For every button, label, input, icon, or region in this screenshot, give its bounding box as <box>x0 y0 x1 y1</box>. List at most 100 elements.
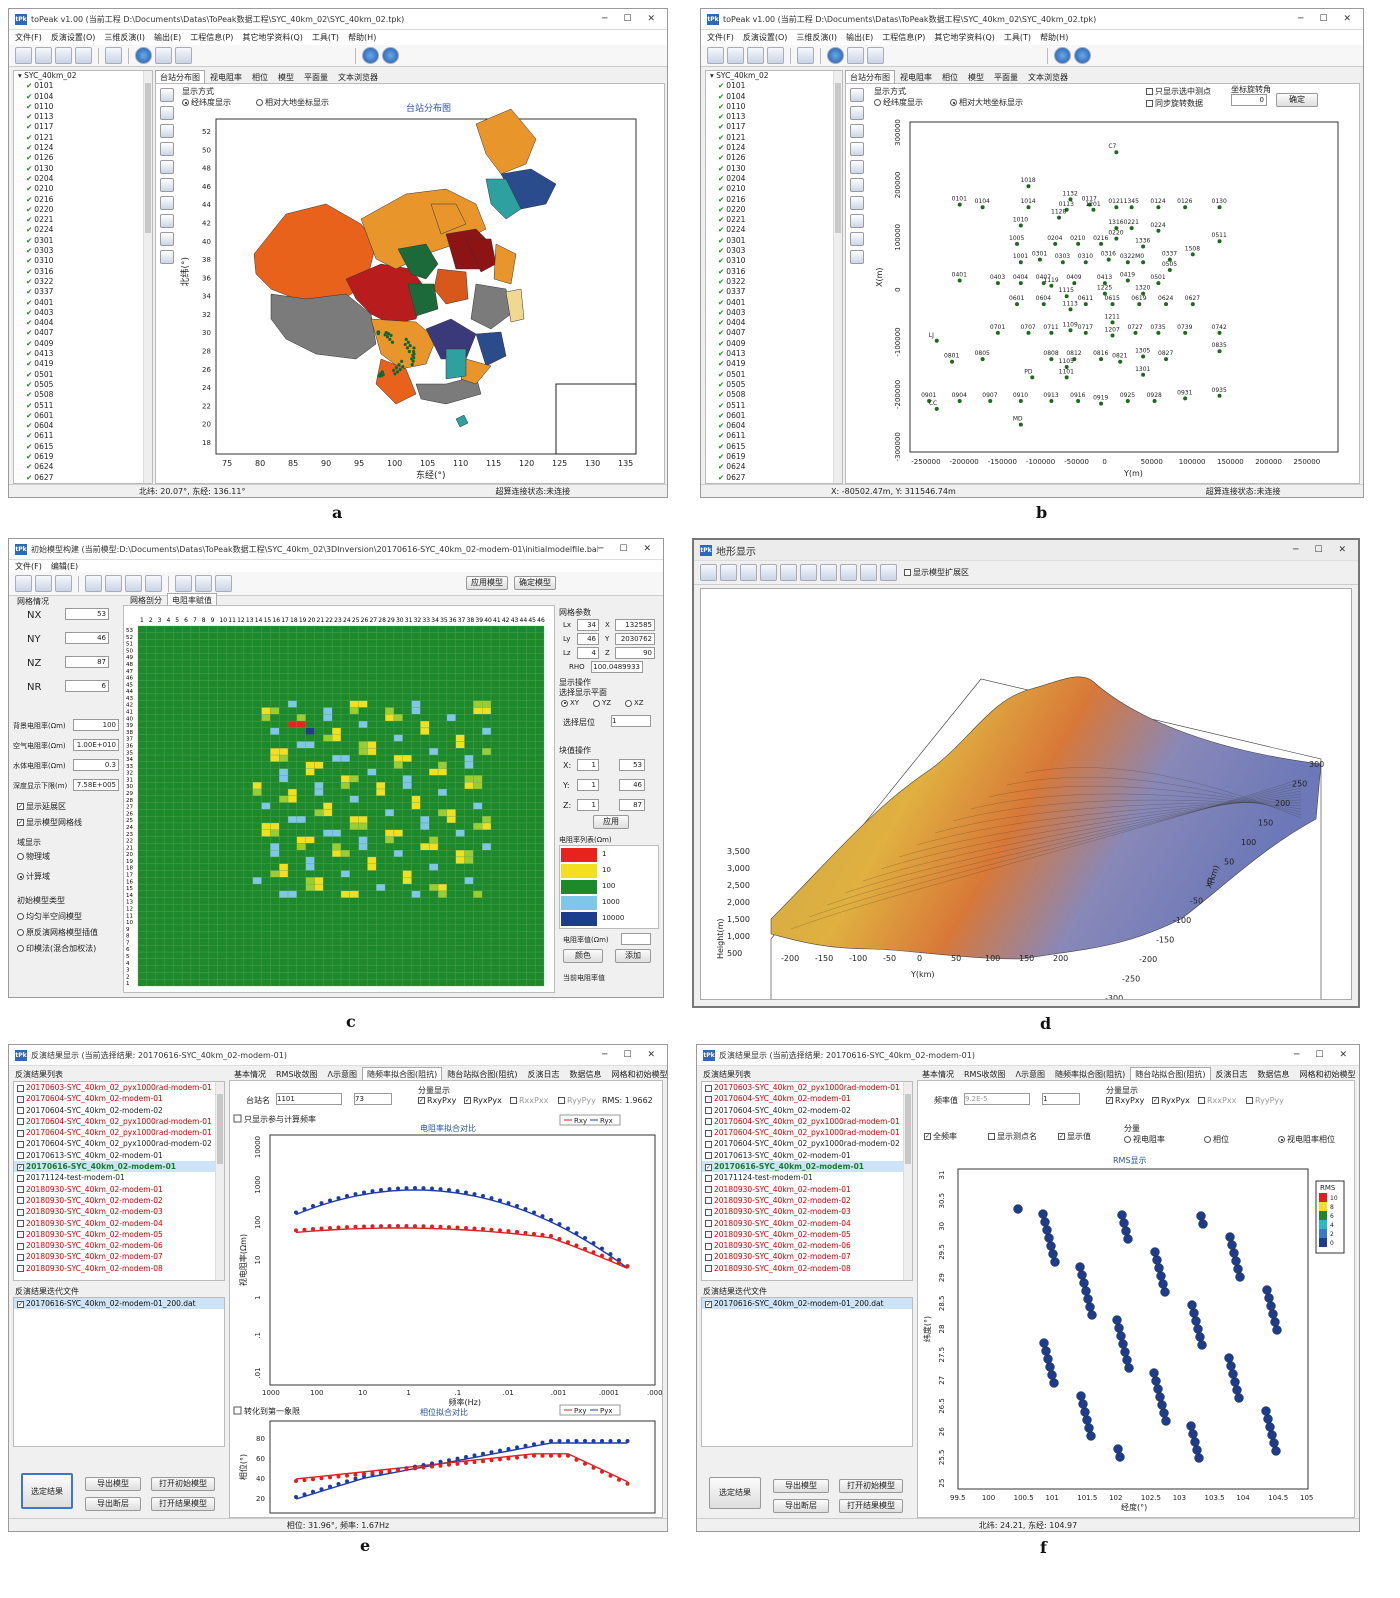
tab[interactable]: RMS收敛图 <box>276 1070 318 1079</box>
rho-value-input[interactable] <box>621 933 651 945</box>
expand-icon[interactable] <box>105 575 122 592</box>
rotation-input[interactable]: 0 <box>1231 94 1267 106</box>
tree-root[interactable]: ▾ SYC_40km_02 <box>18 71 77 80</box>
result-item[interactable]: 20180930-SYC_40km_02-modem-05 <box>702 1229 912 1240</box>
tree-item-station[interactable]: ✔ 0404 <box>14 318 152 328</box>
maximize-icon[interactable]: ☐ <box>1319 14 1328 24</box>
tree-item-station[interactable]: ✔ 0224 <box>14 225 152 235</box>
tab[interactable]: 基本情况 <box>922 1070 954 1079</box>
checkbox[interactable] <box>17 1152 24 1160</box>
folder-icon[interactable] <box>767 47 784 64</box>
open-result-model-button[interactable]: 打开结果模型 <box>839 1499 903 1513</box>
tab[interactable]: 视电阻率 <box>900 73 932 82</box>
pointer-icon[interactable] <box>700 564 717 581</box>
settings-icon[interactable] <box>850 196 864 210</box>
result-item[interactable]: ✓ 20170616-SYC_40km_02-modem-01 <box>14 1161 224 1173</box>
menu-item[interactable]: 文件(F) <box>15 561 42 571</box>
menu-item[interactable]: 编辑(E) <box>50 561 79 571</box>
tree-item-station[interactable]: ✔ 0124 <box>706 143 842 153</box>
relative-coord-radio[interactable]: 相对大地坐标显示 <box>950 97 1023 108</box>
param-input[interactable]: 0.3 <box>73 759 119 771</box>
arrow-up-icon[interactable] <box>1074 47 1091 64</box>
tab[interactable]: 台站分布图 <box>155 70 205 83</box>
tree-item-station[interactable]: ✔ 0627 <box>14 473 152 483</box>
tree-item-station[interactable]: ✔ 0117 <box>14 122 152 132</box>
tree-item-station[interactable]: ✔ 0619 <box>14 452 152 462</box>
close-icon[interactable]: ✕ <box>643 544 651 554</box>
menu-item[interactable]: 其它地学资料(Q) <box>242 33 303 42</box>
maximize-icon[interactable]: ☐ <box>1314 545 1323 555</box>
tree-item-station[interactable]: ✔ 0508 <box>14 390 152 400</box>
checkbox[interactable] <box>705 1197 712 1205</box>
color-button[interactable]: 颜色 <box>563 949 603 963</box>
tree-item-station[interactable]: ✔ 0204 <box>14 174 152 184</box>
tab[interactable]: 相位 <box>942 73 958 82</box>
grid-dim-input[interactable]: 53 <box>65 608 109 620</box>
tree-item-station[interactable]: ✔ 0101 <box>706 81 842 91</box>
tree-item-station[interactable]: ✔ 0407 <box>706 328 842 338</box>
checkbox[interactable] <box>17 1231 24 1239</box>
result-item[interactable]: 20171124-test-modem-01 <box>702 1172 912 1183</box>
open-icon[interactable] <box>35 47 52 64</box>
layer-input[interactable]: 1 <box>611 715 651 727</box>
param-input[interactable]: 100 <box>73 719 119 731</box>
zoom-box-icon[interactable] <box>780 564 797 581</box>
tree-item-station[interactable]: ✔ 0401 <box>14 298 152 308</box>
run-icon[interactable] <box>827 47 844 64</box>
zoom-in-icon[interactable] <box>175 575 192 592</box>
menu-item[interactable]: 三维反演(I) <box>796 33 837 42</box>
minimize-icon[interactable]: ─ <box>1293 1050 1300 1060</box>
tree-item-station[interactable]: ✔ 0221 <box>706 215 842 225</box>
tree-item-station[interactable]: ✔ 0419 <box>14 359 152 369</box>
zoom-icon[interactable] <box>160 142 174 156</box>
open-icon[interactable] <box>727 47 744 64</box>
copy-icon[interactable] <box>860 564 877 581</box>
tree-item-station[interactable]: ✔ 0337 <box>14 287 152 297</box>
folder-icon[interactable] <box>75 47 92 64</box>
export-model-button[interactable]: 导出模型 <box>85 1477 141 1491</box>
result-item[interactable]: 20180930-SYC_40km_02-modem-03 <box>14 1206 224 1217</box>
tree-item-station[interactable]: ✔ 0303 <box>706 246 842 256</box>
zoom-box-icon[interactable] <box>160 160 174 174</box>
pointer-icon[interactable] <box>160 88 174 102</box>
tree-item-station[interactable]: ✔ 0501 <box>14 370 152 380</box>
iter-file-item[interactable]: ✓ 20170616-SYC_40km_02-modem-01_200.dat <box>702 1298 912 1310</box>
tab[interactable]: 随频率拟合图(阻抗) <box>1055 1070 1126 1079</box>
tree-item-station[interactable]: ✔ 0301 <box>706 236 842 246</box>
result-item[interactable]: ✓ 20170616-SYC_40km_02-modem-01 <box>702 1161 912 1173</box>
result-item[interactable]: 20180930-SYC_40km_02-modem-07 <box>702 1251 912 1262</box>
result-item[interactable]: 20180930-SYC_40km_02-modem-01 <box>702 1184 912 1195</box>
tree-item-station[interactable]: ✔ 0130 <box>706 164 842 174</box>
physical-domain-radio[interactable]: 物理域 <box>17 851 50 862</box>
tree-item-station[interactable]: ✔ 0126 <box>14 153 152 163</box>
tab[interactable]: Λ示意图 <box>327 1070 358 1079</box>
tab[interactable]: 随频率拟合图(阻抗) <box>362 1067 443 1080</box>
coord-input[interactable]: 132585 <box>615 619 655 631</box>
tab[interactable]: 平面量 <box>304 73 328 82</box>
edit-icon[interactable] <box>175 47 192 64</box>
checkbox[interactable] <box>705 1084 712 1092</box>
tree-item-station[interactable]: ✔ 0216 <box>14 195 152 205</box>
copy-icon[interactable] <box>850 232 864 246</box>
checkbox[interactable] <box>17 1129 24 1137</box>
rotate-icon[interactable] <box>850 106 864 120</box>
maximize-icon[interactable]: ☐ <box>623 14 632 24</box>
menu-item[interactable]: 输出(E) <box>154 33 182 42</box>
tree-item-station[interactable]: ✔ 0224 <box>706 225 842 235</box>
tree-item-station[interactable]: ✔ 0322 <box>14 277 152 287</box>
result-item[interactable]: 20180930-SYC_40km_02-modem-02 <box>702 1195 912 1206</box>
result-item[interactable]: 20170604-SYC_40km_02_pyx1000rad-modem-01 <box>702 1116 912 1127</box>
zoom-out-icon[interactable] <box>195 575 212 592</box>
station-tree[interactable]: ▾ SYC_40km_02 ✔ 0101 ✔ 0104 ✔ 0110 ✔ 0113 ✔ 0117 ✔ 0… <box>705 70 843 484</box>
checkbox[interactable] <box>17 1242 24 1250</box>
scrollbar[interactable] <box>215 1082 224 1280</box>
range-start-input[interactable]: 1 <box>577 759 599 771</box>
tree-item-station[interactable]: ✔ 0126 <box>706 153 842 163</box>
tab[interactable]: 随台站拟合图(阻抗) <box>447 1070 518 1079</box>
tree-item-station[interactable]: ✔ 0220 <box>706 205 842 215</box>
menu-item[interactable]: 文件(F) <box>15 33 42 42</box>
tree-item-station[interactable]: ✔ 0403 <box>706 308 842 318</box>
tab[interactable]: 模型 <box>968 73 984 82</box>
menu-item[interactable]: 帮助(H) <box>348 33 377 42</box>
